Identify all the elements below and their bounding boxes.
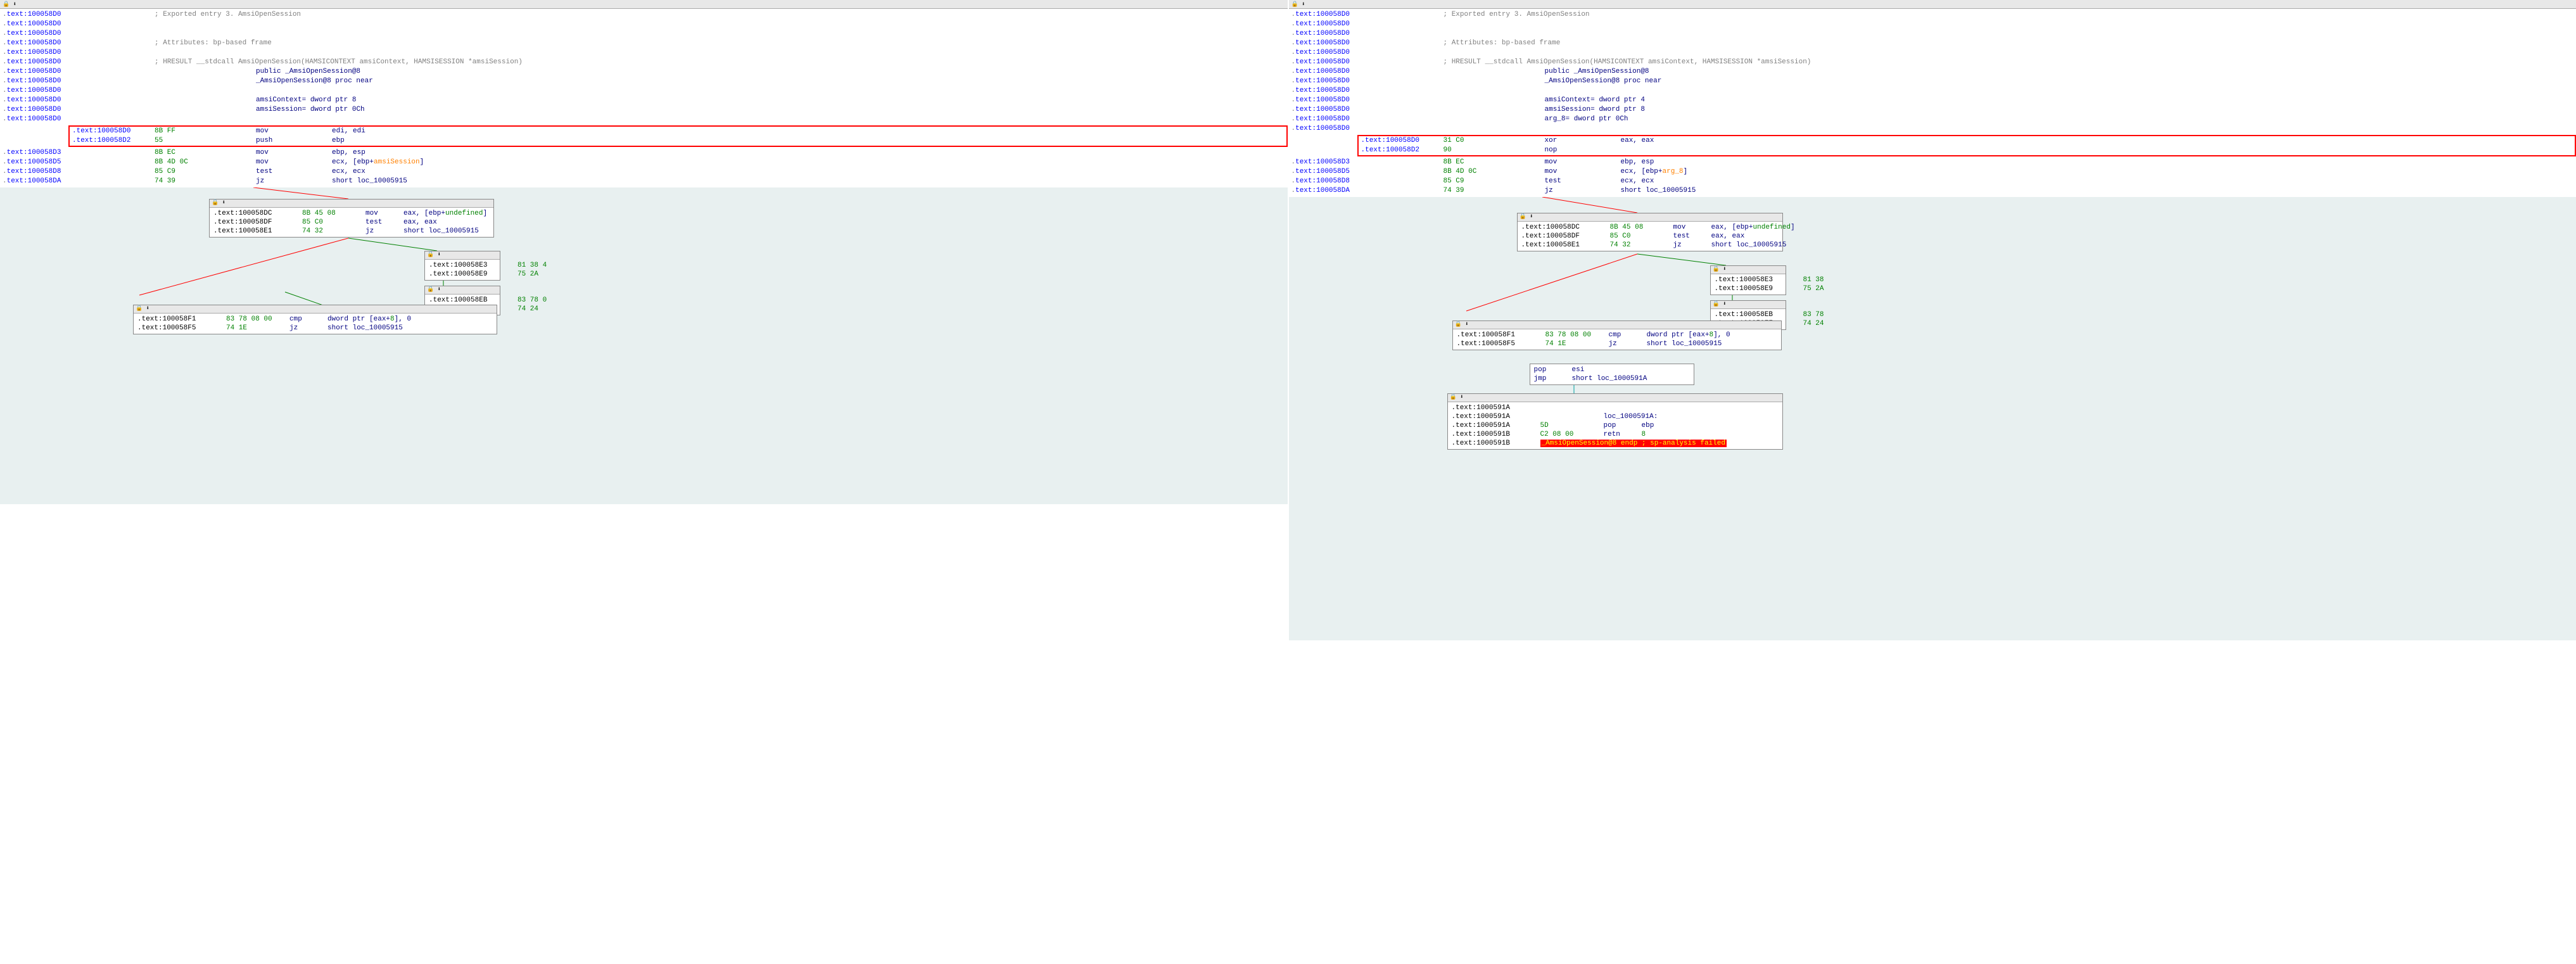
left-node1[interactable]: 🔒 ⬇ .text:100058DC8B 45 08moveax, [ebp+u… (209, 199, 494, 238)
left-graph[interactable]: 🔒 ⬇ .text:100058DC8B 45 08moveax, [ebp+u… (0, 187, 1288, 504)
right-code-block[interactable]: .text:100058D0; Exported entry 3. AmsiOp… (1289, 9, 2576, 135)
right-node4[interactable]: 🔒 ⬇ .text:100058F183 78 08 00cmpdword pt… (1452, 320, 1782, 350)
header-icons: 🔒 ⬇ (3, 1, 16, 8)
right-node1[interactable]: 🔒 ⬇ .text:100058DC8B 45 08moveax, [ebp+u… (1517, 213, 1783, 251)
disassembly-container: 🔒 ⬇ .text:100058D0; Exported entry 3. Am… (0, 0, 2576, 964)
left-node4[interactable]: 🔒 ⬇ .text:100058F183 78 08 00cmpdword pt… (133, 305, 497, 334)
right-node6[interactable]: 🔒 ⬇ .text:1000591A.text:1000591Aloc_1000… (1447, 393, 1783, 450)
left-redbox: .text:100058D08B FFmovedi, edi.text:1000… (68, 125, 1288, 147)
right-node2[interactable]: 🔒 ⬇ .text:100058E381 38.text:100058E975 … (1710, 265, 1786, 295)
left-node2[interactable]: 🔒 ⬇ .text:100058E381 38 4.text:100058E97… (424, 251, 500, 281)
header-icons: 🔒 ⬇ (1291, 1, 1305, 8)
right-redbox: .text:100058D031 C0xoreax, eax.text:1000… (1357, 135, 2576, 156)
left-edges (0, 187, 1288, 504)
left-code-block[interactable]: .text:100058D0; Exported entry 3. AmsiOp… (0, 9, 1288, 125)
node-header: 🔒 ⬇ (210, 200, 493, 208)
node-header: 🔒 ⬇ (1448, 394, 1782, 402)
node-header: 🔒 ⬇ (1711, 301, 1786, 309)
left-after[interactable]: .text:100058D38B ECmovebp, esp.text:1000… (0, 147, 1288, 187)
right-header-bar: 🔒 ⬇ (1289, 0, 2576, 9)
node-header: 🔒 ⬇ (1711, 266, 1786, 274)
node-header: 🔒 ⬇ (1518, 213, 1782, 222)
node-header: 🔒 ⬇ (425, 251, 500, 260)
node-header: 🔒 ⬇ (1453, 321, 1781, 329)
right-node5[interactable]: popesijmpshort loc_1000591A (1530, 364, 1694, 385)
left-pane: 🔒 ⬇ .text:100058D0; Exported entry 3. Am… (0, 0, 1288, 964)
node-header: 🔒 ⬇ (134, 305, 497, 314)
right-after[interactable]: .text:100058D38B ECmovebp, esp.text:1000… (1289, 156, 2576, 197)
right-graph[interactable]: 🔒 ⬇ .text:100058DC8B 45 08moveax, [ebp+u… (1289, 197, 2576, 640)
right-pane: 🔒 ⬇ .text:100058D0; Exported entry 3. Am… (1289, 0, 2576, 964)
left-header-bar: 🔒 ⬇ (0, 0, 1288, 9)
node-header: 🔒 ⬇ (425, 286, 500, 295)
